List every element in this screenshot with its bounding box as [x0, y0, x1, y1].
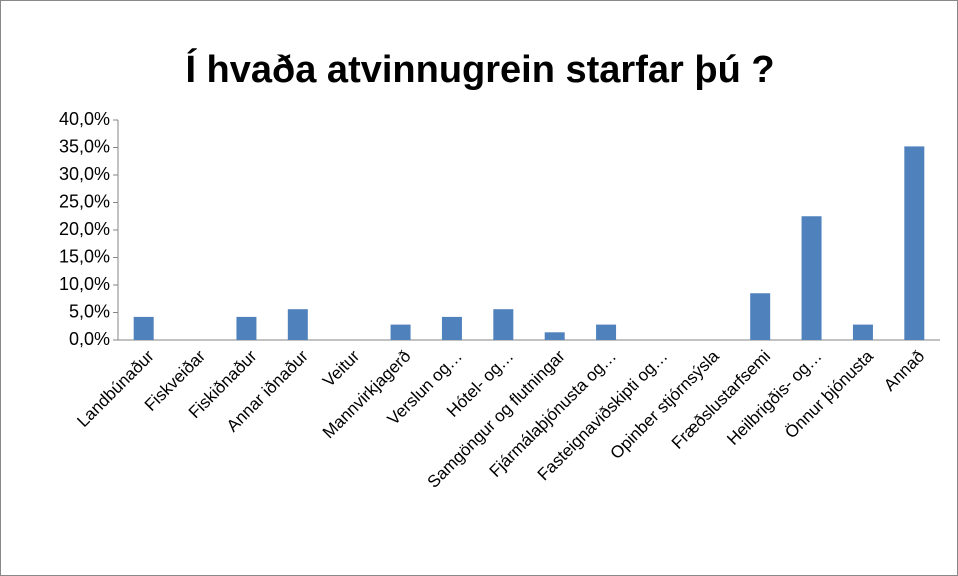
bar	[904, 146, 925, 340]
y-tick-label: 0,0%	[69, 329, 110, 349]
bar	[493, 309, 514, 340]
y-tick-label: 30,0%	[59, 164, 110, 184]
y-tick-label: 35,0%	[59, 136, 110, 156]
bar	[801, 216, 822, 340]
chart-title: Í hvaða atvinnugrein starfar þú ?	[185, 47, 774, 91]
bar	[750, 293, 771, 340]
y-tick-label: 15,0%	[59, 246, 110, 266]
bar	[236, 316, 257, 340]
bar	[133, 316, 154, 340]
y-tick-label: 25,0%	[59, 191, 110, 211]
bar	[287, 309, 308, 340]
bar	[390, 324, 411, 340]
y-tick-label: 10,0%	[59, 274, 110, 294]
bar	[852, 324, 873, 340]
y-tick-label: 40,0%	[59, 109, 110, 129]
bar	[544, 332, 565, 340]
bar	[441, 316, 462, 340]
y-tick-label: 5,0%	[69, 301, 110, 321]
bar	[596, 324, 617, 340]
y-tick-label: 20,0%	[59, 219, 110, 239]
